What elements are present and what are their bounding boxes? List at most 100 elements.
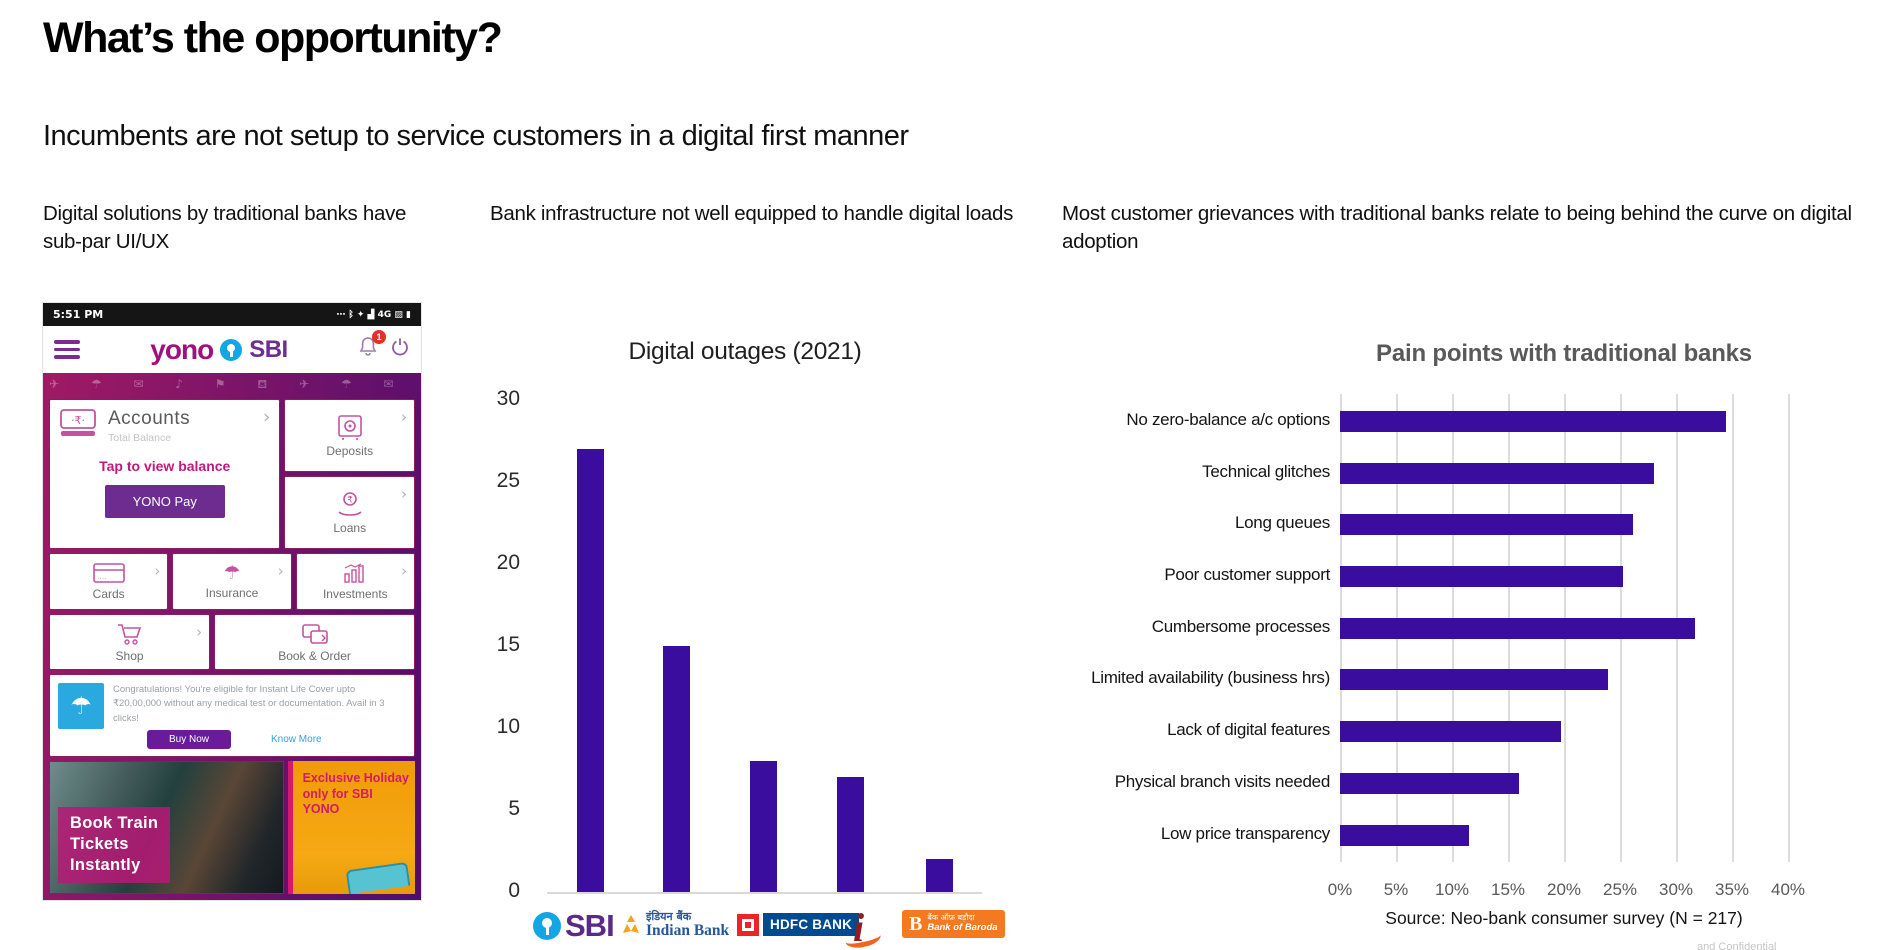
chevron-right-icon: › xyxy=(400,562,407,580)
accounts-label: Accounts xyxy=(108,408,191,429)
gridline xyxy=(1732,394,1734,862)
offer-text: Congratulations! You're eligible for Ins… xyxy=(113,684,385,724)
page-subtitle: Incumbents are not setup to service cust… xyxy=(43,120,909,152)
shop-label: Shop xyxy=(115,648,144,663)
insurance-tile[interactable]: › ☂ Insurance xyxy=(172,553,292,610)
x-axis-tick-label: 25% xyxy=(1602,880,1638,899)
app-header: yono SBI 1 xyxy=(43,326,421,373)
accounts-tile[interactable]: ·₹· Accounts Total Balance › Tap to view… xyxy=(49,399,281,549)
y-axis-tick-label: 10 xyxy=(496,715,520,738)
pain-chart-title: Pain points with traditional banks xyxy=(1376,340,1752,367)
shop-tile[interactable]: › Shop xyxy=(49,614,211,670)
book-order-tile[interactable]: Book & Order xyxy=(214,614,415,670)
status-icons: ⋯ ᛒ ✦ ▟ 4G ▨ ▮ xyxy=(336,309,411,320)
column-header-left: Digital solutions by traditional banks h… xyxy=(43,202,407,253)
cards-tile[interactable]: › .. .. Cards xyxy=(49,553,169,610)
phone-status-bar: 5:51 PM ⋯ ᛒ ✦ ▟ 4G ▨ ▮ xyxy=(43,303,421,326)
insurance-umbrella-icon: ☂ xyxy=(223,561,241,584)
outage-bar-icici-bank xyxy=(836,777,864,892)
footer-watermark: and Confidential xyxy=(1697,941,1777,950)
loans-label: Loans xyxy=(333,521,367,535)
app-body: ✈ ☂ ✉ ♪ ⚑ ⛾ ✈ ☂ ✉ ♪ ⚑ ·₹· Accounts Total… xyxy=(43,373,421,900)
category-label: Poor customer support xyxy=(1164,565,1330,584)
outages-plot-area xyxy=(547,400,982,894)
pain-plot-area xyxy=(1340,394,1790,862)
gridline xyxy=(1788,394,1790,862)
doodle-strip: ✈ ☂ ✉ ♪ ⚑ ⛾ ✈ ☂ ✉ ♪ ⚑ xyxy=(49,377,415,391)
chevron-right-icon: › xyxy=(262,406,271,428)
outage-bar-bank-of-baroda xyxy=(925,859,953,892)
investments-tile[interactable]: › Investments xyxy=(295,553,415,610)
accounts-card-icon: ·₹· xyxy=(59,408,99,438)
loans-icon: ₹ xyxy=(335,490,365,518)
indian-bank-logo: इंडियन बैंक Indian Bank xyxy=(620,911,729,939)
pain-bar-4 xyxy=(1340,617,1696,639)
yono-wordmark: yono xyxy=(150,333,214,365)
x-axis-tick-label: 10% xyxy=(1434,880,1470,899)
train-promo-image[interactable]: Book Train Tickets Instantly xyxy=(49,761,284,894)
chevron-right-icon: › xyxy=(154,562,161,580)
status-time: 5:51 PM xyxy=(53,308,104,321)
loans-tile[interactable]: › ₹ Loans xyxy=(284,476,415,549)
notification-bell-icon[interactable]: 1 xyxy=(358,330,386,363)
pain-bar-1 xyxy=(1340,462,1654,484)
investments-chart-icon xyxy=(342,562,368,584)
x-axis-tick-label: 20% xyxy=(1546,880,1582,899)
app-brand: yono SBI xyxy=(80,334,358,366)
yono-app-screenshot: 5:51 PM ⋯ ᛒ ✦ ▟ 4G ▨ ▮ yono SBI 1 ✈ ☂ ✉ xyxy=(43,303,421,900)
category-label: Technical glitches xyxy=(1202,462,1330,481)
pain-bar-6 xyxy=(1340,720,1561,742)
category-label: Low price transparency xyxy=(1160,824,1330,843)
holiday-promo-text: Exclusive Holiday only for SBI YONO xyxy=(302,771,409,817)
category-label: No zero-balance a/c options xyxy=(1126,410,1330,429)
accounts-subtitle: Total Balance xyxy=(108,432,172,444)
y-axis-tick-label: 15 xyxy=(496,633,520,656)
cards-icon: .. .. xyxy=(92,562,126,584)
source-note: Source: Neo-bank consumer survey (N = 21… xyxy=(1385,908,1743,928)
x-axis-tick-label: 5% xyxy=(1383,880,1409,899)
icici-bank-logo: i xyxy=(845,904,872,950)
yono-pay-button[interactable]: YONO Pay xyxy=(104,485,225,518)
phone-graphic xyxy=(345,861,411,895)
indian-bank-icon xyxy=(623,914,639,933)
outage-bar-indian-bank xyxy=(662,646,690,892)
train-promo-text: Book Train Tickets Instantly xyxy=(58,806,171,883)
hamburger-menu-icon[interactable] xyxy=(54,336,80,363)
hdfc-bank-logo: HDFC BANK xyxy=(737,913,860,936)
insurance-label: Insurance xyxy=(205,585,259,600)
tap-to-view-balance[interactable]: Tap to view balance xyxy=(99,458,231,474)
svg-text:₹: ₹ xyxy=(347,496,353,506)
chevron-right-icon: › xyxy=(277,562,284,580)
y-axis-tick-label: 25 xyxy=(496,469,520,492)
y-axis-tick-label: 5 xyxy=(508,797,520,820)
outage-bar-hdfc-bank xyxy=(749,760,777,892)
pain-bar-5 xyxy=(1340,668,1608,690)
page-title: What’s the opportunity? xyxy=(43,14,503,62)
chevron-right-icon: › xyxy=(401,408,407,426)
buy-now-button[interactable]: Buy Now xyxy=(147,729,232,749)
y-axis-tick-label: 30 xyxy=(496,387,520,410)
sbi-logo: SBI xyxy=(533,908,615,944)
pain-bar-2 xyxy=(1340,513,1634,535)
insurance-offer-banner: ☂ Congratulations! You're eligible for I… xyxy=(49,674,415,757)
bank-of-baroda-logo: B बैंक ऑफ़ बड़ौदा Bank of Baroda xyxy=(902,910,1005,938)
sbi-wordmark: SBI xyxy=(249,335,288,363)
investments-label: Investments xyxy=(322,587,388,601)
bank-logos-axis: SBI इंडियन बैंक Indian Bank HDFC BANK i … xyxy=(430,904,1010,950)
hdfc-icon xyxy=(737,913,759,936)
sbi-logo-icon xyxy=(220,338,243,361)
pain-bar-3 xyxy=(1340,565,1624,587)
column-header-middle: Bank infrastructure not well equipped to… xyxy=(490,202,1014,225)
know-more-link[interactable]: Know More xyxy=(271,733,322,745)
pain-bar-7 xyxy=(1340,772,1520,794)
outages-chart-title: Digital outages (2021) xyxy=(628,338,862,365)
category-label: Cumbersome processes xyxy=(1151,617,1331,636)
chevron-right-icon: › xyxy=(401,485,407,503)
shop-cart-icon xyxy=(116,622,144,646)
pain-bar-0 xyxy=(1340,410,1727,432)
power-icon[interactable] xyxy=(390,337,410,362)
deposits-tile[interactable]: › Deposits xyxy=(284,399,415,472)
holiday-promo-image[interactable]: Exclusive Holiday only for SBI YONO xyxy=(287,761,415,895)
y-axis-tick-label: 0 xyxy=(508,879,520,902)
